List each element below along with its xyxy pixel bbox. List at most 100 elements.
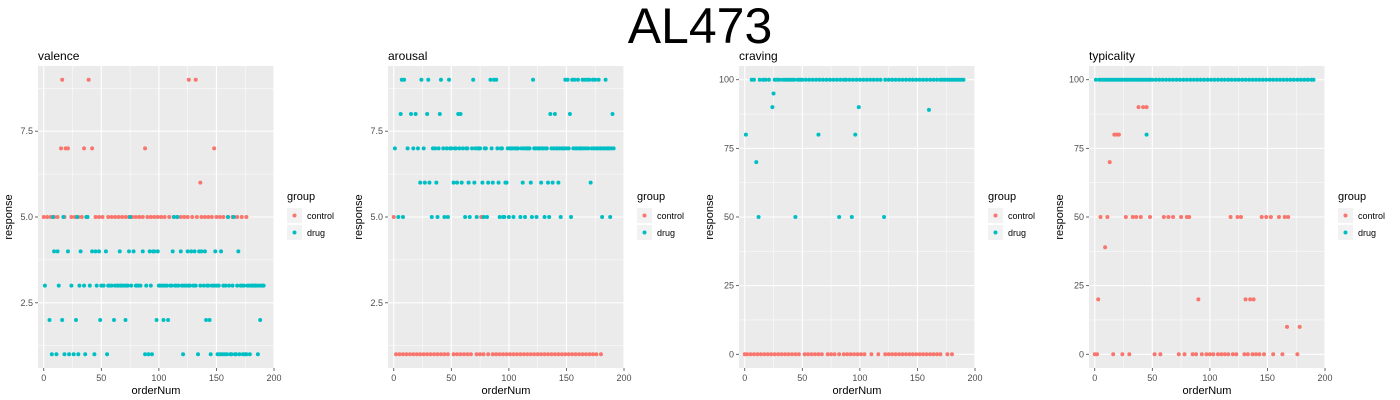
x-axis-label: orderNum: [482, 385, 531, 397]
data-point-control: [1199, 352, 1204, 357]
data-point-drug: [435, 215, 440, 219]
legend-marker-drug: [292, 230, 297, 235]
data-point-drug: [225, 215, 230, 219]
data-point-drug: [164, 283, 169, 288]
data-point-control: [239, 215, 244, 219]
data-point-drug: [528, 180, 533, 185]
data-point-control: [1196, 297, 1201, 302]
data-point-control: [789, 352, 794, 357]
data-point-drug: [534, 215, 539, 219]
data-point-drug: [1222, 77, 1227, 82]
data-point-control: [1161, 215, 1166, 219]
data-point-drug: [206, 283, 211, 288]
data-point-drug: [854, 77, 859, 82]
data-point-drug: [1157, 77, 1162, 82]
data-point-drug: [185, 249, 190, 254]
data-point-drug: [917, 77, 922, 82]
data-point-control: [841, 352, 846, 357]
data-point-drug: [504, 180, 509, 185]
data-point-control: [1096, 297, 1101, 302]
data-point-drug: [235, 283, 240, 288]
data-point-drug: [61, 215, 66, 219]
data-point-control: [60, 77, 65, 82]
data-point-control: [907, 352, 912, 357]
data-point-control: [113, 215, 118, 219]
data-point-control: [819, 352, 824, 357]
data-point-drug: [236, 249, 241, 254]
data-point-control: [779, 352, 784, 357]
data-point-control: [140, 215, 145, 219]
legend-label-drug: drug: [307, 228, 325, 238]
data-point-drug: [244, 352, 249, 357]
data-point-drug: [522, 215, 527, 219]
legend-label-control: control: [1008, 211, 1035, 221]
data-point-control: [411, 352, 416, 357]
data-point-drug: [792, 77, 797, 82]
data-point-control: [394, 352, 399, 357]
data-point-control: [1238, 215, 1243, 219]
data-point-drug: [1191, 77, 1196, 82]
data-point-drug: [170, 249, 175, 254]
data-point-drug: [875, 77, 880, 82]
data-point-control: [481, 352, 486, 357]
data-point-drug: [155, 249, 160, 254]
data-point-drug: [85, 215, 90, 219]
data-point-control: [1248, 297, 1253, 302]
data-point-control: [148, 215, 153, 219]
y-tick-label: 2.5: [20, 298, 33, 308]
x-tick-label: 0: [41, 373, 46, 383]
data-point-control: [1282, 215, 1287, 219]
data-point-drug: [75, 215, 80, 219]
data-point-control: [217, 215, 222, 219]
data-point-drug: [208, 352, 213, 357]
data-point-drug: [453, 146, 458, 151]
data-point-drug: [596, 77, 601, 82]
data-point-drug: [756, 215, 761, 219]
data-point-control: [155, 215, 160, 219]
data-point-drug: [98, 317, 103, 322]
data-point-drug: [856, 105, 861, 110]
data-point-drug: [838, 77, 843, 82]
legend-title: group: [287, 191, 315, 203]
legend-marker-drug: [1343, 230, 1348, 235]
data-point-drug: [486, 180, 491, 185]
data-point-drug: [924, 77, 929, 82]
data-point-control: [1276, 215, 1281, 219]
data-point-drug: [600, 215, 605, 219]
data-point-drug: [777, 77, 782, 82]
data-point-drug: [94, 283, 99, 288]
data-point-control: [206, 215, 211, 219]
data-point-drug: [527, 146, 532, 151]
data-point-drug: [1233, 77, 1238, 82]
data-point-control: [120, 215, 125, 219]
data-point-drug: [258, 317, 263, 322]
data-point-drug: [411, 146, 416, 151]
data-point-drug: [234, 352, 239, 357]
data-point-drug: [1305, 77, 1310, 82]
data-point-drug: [1188, 77, 1193, 82]
data-point-drug: [465, 146, 470, 151]
y-tick-label: 100: [1069, 75, 1084, 85]
data-point-drug: [816, 132, 821, 137]
legend-marker-control: [642, 213, 647, 218]
data-point-drug: [441, 146, 446, 151]
data-point-drug: [144, 283, 149, 288]
data-point-control: [1268, 215, 1273, 219]
data-point-drug: [437, 112, 442, 117]
data-point-drug: [87, 283, 92, 288]
data-point-control: [143, 146, 148, 151]
data-point-drug: [814, 77, 819, 82]
data-point-drug: [766, 77, 771, 82]
data-point-drug: [1167, 77, 1172, 82]
data-point-control: [209, 215, 214, 219]
data-point-drug: [176, 283, 181, 288]
data-point-drug: [751, 77, 756, 82]
data-point-control: [137, 215, 142, 219]
data-point-drug: [831, 77, 836, 82]
data-point-drug: [770, 105, 775, 110]
data-point-control: [1228, 215, 1233, 219]
data-point-control: [837, 352, 842, 357]
data-point-drug: [193, 283, 198, 288]
data-point-control: [869, 352, 874, 357]
